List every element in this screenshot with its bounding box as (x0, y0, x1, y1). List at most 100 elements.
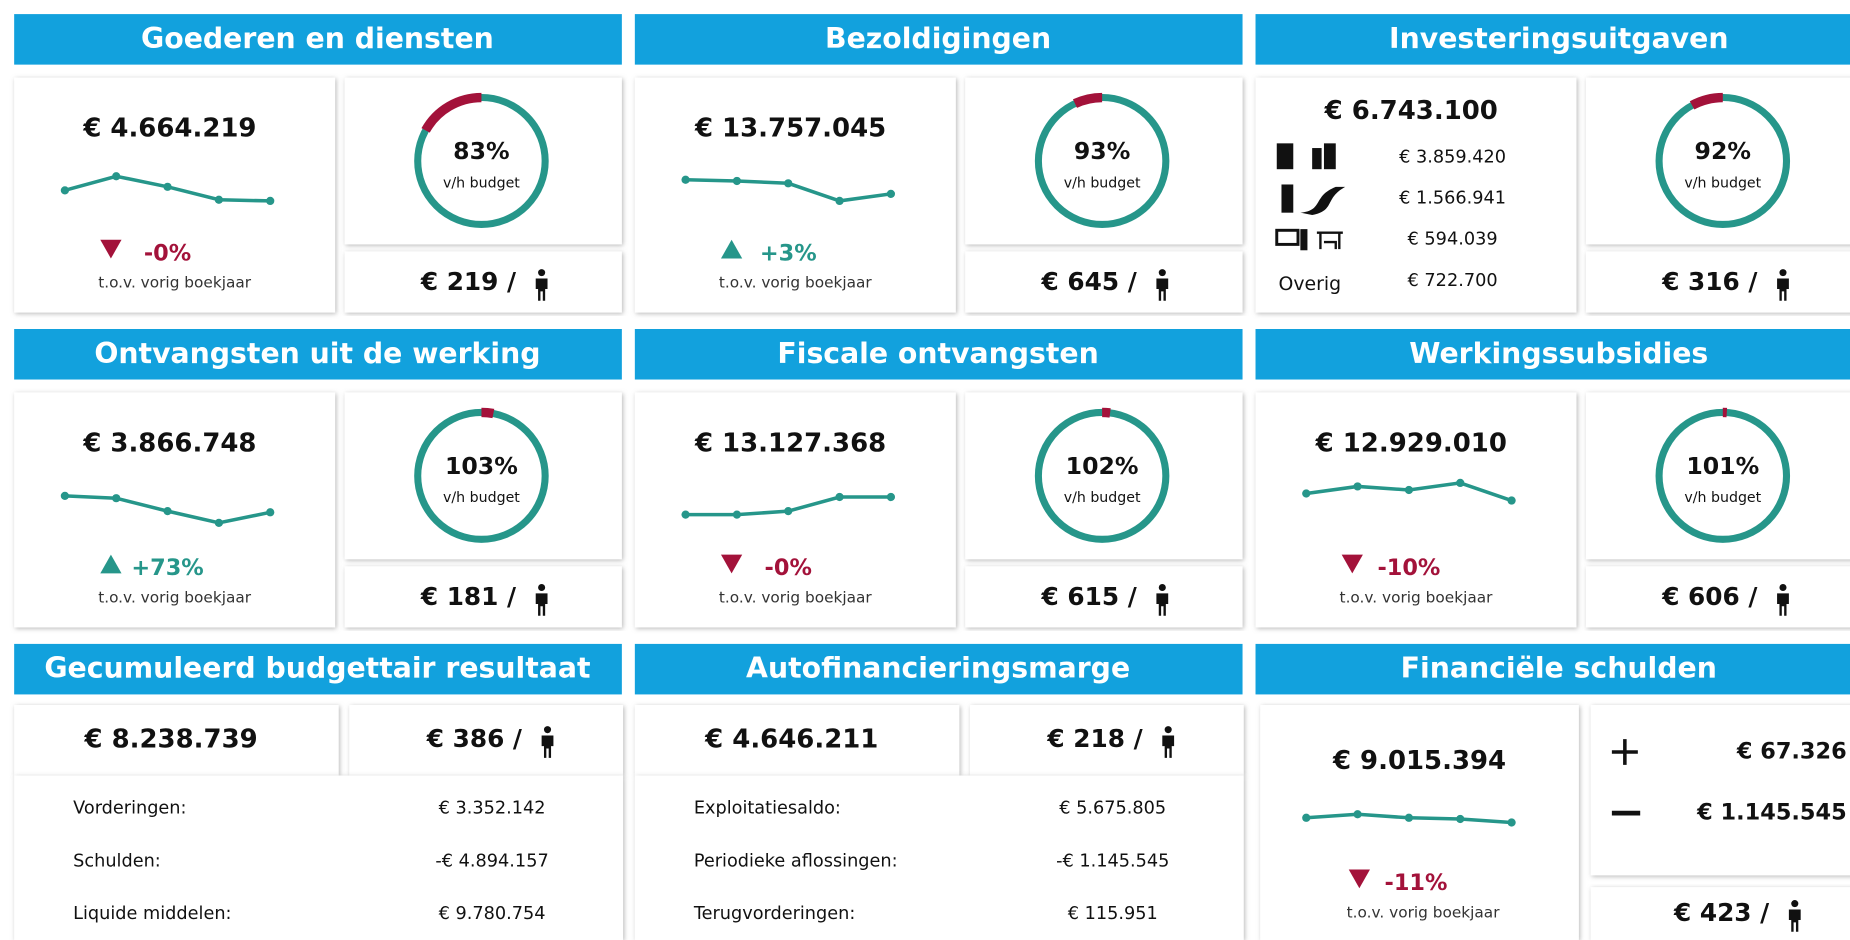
person-icon (1156, 269, 1169, 301)
person-head (1164, 726, 1172, 734)
change-percent: +3% (760, 240, 817, 266)
card (1260, 705, 1579, 940)
panel-title: Werkingssubsidies (1409, 337, 1708, 370)
decrease-amount: € 1.145.545 (1696, 800, 1847, 826)
card (344, 251, 622, 313)
sparkline-point (163, 507, 172, 516)
panel-title: Fiscale ontvangsten (777, 337, 1098, 370)
amount: € 6.743.100 (1324, 96, 1498, 126)
card (349, 705, 624, 776)
row-value: € 3.352.142 (439, 798, 546, 818)
sparkline-point (835, 492, 844, 502)
card (965, 566, 1243, 628)
card (1590, 705, 1850, 876)
gauge-percent: 102% (1066, 452, 1139, 480)
row-value: € 9.780.754 (439, 904, 546, 924)
gauge-ring (1034, 93, 1170, 228)
sparkline-point (112, 172, 121, 181)
change-note: t.o.v. vorig boekjaar (719, 274, 873, 292)
person-body (1156, 593, 1169, 616)
card (965, 251, 1243, 313)
person-icon (1162, 726, 1175, 758)
card (965, 392, 1243, 560)
sparkline-point (681, 510, 690, 519)
person-body (541, 735, 554, 758)
change-note: t.o.v. vorig boekjaar (719, 589, 873, 607)
category-icon (1276, 143, 1336, 170)
amount: € 12.929.010 (1315, 429, 1507, 459)
change-percent: +73% (131, 555, 203, 581)
plus-sign (1611, 739, 1638, 765)
card (634, 77, 956, 313)
card (344, 77, 622, 245)
card (965, 77, 1243, 245)
row-label: Liquide middelen: (73, 904, 231, 924)
card (14, 392, 336, 628)
category-icon (1275, 228, 1343, 251)
change-arrow (100, 554, 122, 574)
card (14, 77, 336, 313)
row-value: -€ 4.894.157 (435, 851, 548, 871)
amount: € 9.015.394 (1332, 746, 1506, 776)
sparkline-point (214, 195, 224, 204)
person-head (1779, 583, 1787, 592)
per-capita: € 386 / (426, 724, 523, 753)
person-icon (1777, 583, 1789, 616)
gauge-gap (481, 407, 495, 419)
category-icon (1281, 184, 1346, 216)
person-icon (1788, 900, 1801, 932)
sparkline-point (60, 491, 70, 500)
person-body (535, 278, 548, 301)
card (1585, 392, 1850, 560)
sparkline-point (1404, 813, 1414, 822)
per-capita: € 606 / (1661, 582, 1758, 611)
sparkline-point (1353, 482, 1362, 491)
change-note: t.o.v. vorig boekjaar (1347, 903, 1501, 921)
change-percent: -0% (144, 240, 191, 266)
row-label: Terugvorderingen: (693, 904, 855, 924)
gauge-gap (421, 92, 482, 133)
change-percent: -10% (1377, 555, 1440, 581)
card (634, 775, 1244, 940)
person-head (538, 583, 546, 592)
gauge-percent: 93% (1074, 137, 1130, 165)
person-icon (1156, 583, 1169, 616)
panel-header (14, 643, 622, 695)
panel-title: Financiële schulden (1401, 652, 1717, 685)
change-percent: -11% (1385, 870, 1448, 896)
person-head (1158, 269, 1166, 277)
scaled-root: Goederen en diensten 83% v/h budget € 219 /… (14, 14, 1850, 940)
per-capita: € 219 / (420, 267, 517, 296)
panel-title: Autofinancieringsmarge (746, 652, 1130, 685)
change-arrow (720, 239, 743, 259)
person-head (1158, 583, 1166, 592)
panel-header (1255, 14, 1850, 65)
sparkline-point (1507, 818, 1516, 827)
sparkline-point (835, 196, 844, 206)
sparkline-point (112, 494, 121, 503)
gauge-percent: 92% (1695, 137, 1751, 165)
card (1585, 77, 1850, 245)
panel-header (1255, 643, 1850, 695)
sparkline-point (1456, 478, 1465, 488)
person-body (1788, 909, 1801, 932)
row-label: Exploitatiesaldo: (694, 798, 841, 818)
gauge-note: v/h budget (1684, 175, 1761, 191)
person-body (535, 593, 548, 616)
card (344, 392, 622, 560)
panel-title: Investeringsuitgaven (1389, 22, 1728, 55)
card (344, 566, 622, 628)
sparkline-point (1302, 489, 1311, 498)
amount: € 4.664.219 (82, 114, 256, 144)
icon-part (1275, 228, 1300, 246)
gauge-note: v/h budget (1064, 490, 1141, 506)
card (14, 775, 624, 940)
change-arrow (1341, 554, 1363, 574)
person-icon (1777, 269, 1789, 301)
row-value: € 115.951 (1068, 904, 1158, 924)
row-value: € 5.675.805 (1059, 798, 1166, 818)
change-arrow (100, 239, 122, 259)
sparkline-point (1456, 814, 1465, 824)
change-note: t.o.v. vorig boekjaar (1340, 589, 1494, 607)
breakdown-amount: € 594.039 (1408, 230, 1498, 250)
